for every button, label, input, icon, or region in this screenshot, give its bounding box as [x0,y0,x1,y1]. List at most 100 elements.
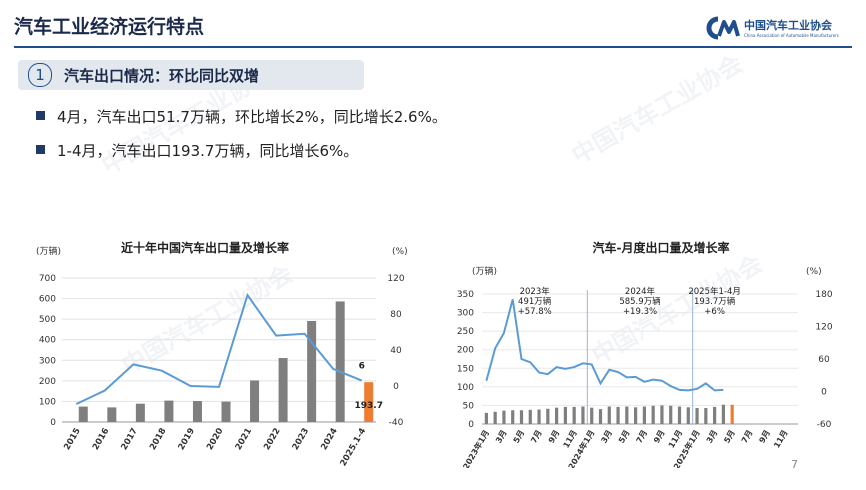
annotation-line: 2025年1-4月 [688,286,741,297]
bar [721,404,725,424]
annotation-line: +57.8% [518,307,552,317]
y-tick-right: -60 [817,420,832,430]
bar [250,380,260,422]
y-tick-left: 700 [39,274,56,284]
section-number: 1 [28,63,52,87]
bar [677,406,682,424]
y-tick-right: 180 [815,290,832,300]
y-tick-left: 300 [39,356,56,366]
bar [528,409,532,424]
bar [364,382,374,422]
x-tick-label: 2019 [177,426,198,452]
monthly-export-chart: 汽车-月度出口量及增长率 (万辆) (%) 0 50 100 150 200 250 300… [457,240,833,468]
x-tick-label: 2025.1-4 [339,426,369,466]
bar [713,406,717,424]
x-tick-label: 11月 [562,429,579,450]
chart-title: 汽车-月度出口量及增长率 [593,240,730,255]
header-divider [14,46,852,48]
x-tick-label: 2024 [319,426,340,452]
bar [581,406,585,424]
x-tick-label: 9月 [757,429,772,445]
x-tick-label: 2018 [148,426,169,452]
y-tick-left: 500 [39,315,56,325]
bar [634,407,638,424]
bar [660,405,664,424]
bar [278,358,288,422]
rate-data-label: 6 [359,362,365,372]
y-tick-left: 400 [39,336,56,346]
page-title: 汽车工业经济运行特点 [14,16,205,38]
bar [563,406,567,424]
y-tick-left: 250 [457,327,474,337]
logo-subtitle: China Association of Automobile Manufact… [744,33,839,38]
y-tick-left: 300 [457,309,474,319]
y-tick-left: 100 [457,383,474,393]
header: 汽车工业经济运行特点 中国汽车工业协会 China Association of… [0,0,866,48]
y-tick-left: 350 [457,290,474,300]
y-tick-right: -40 [389,418,404,428]
annotation-line: +19.3% [623,307,657,317]
bullet-text: 1-4月，汽车出口193.7万辆，同比增长6%。 [57,142,359,160]
x-tick-label: 5月 [512,429,527,445]
x-tick-label: 5月 [722,429,737,445]
bar [730,404,734,424]
bar [307,320,317,422]
x-tick-label: 7月 [740,429,755,445]
section-header: 1 汽车出口情况：环比同比双增 [18,60,364,90]
y-tick-right: 120 [387,274,404,284]
bar [192,401,202,422]
bar [642,406,646,424]
bullet-item: 1-4月，汽车出口193.7万辆，同比增长6%。 [36,140,358,161]
y-tick-right: 60 [818,355,830,365]
bar [546,408,550,424]
x-tick-label: 7月 [635,429,650,445]
bar [651,405,655,424]
bar [598,409,603,424]
watermark: 中国汽车工业协会 [567,49,748,170]
bar [607,406,611,424]
bar-data-label: 193.7 [354,401,382,411]
bar [484,412,488,424]
y-tick-right: 80 [390,310,402,320]
bar [669,405,673,424]
bar [135,403,145,422]
y-tick-left: 150 [457,364,474,374]
x-tick-label: 2023年1月 [461,428,492,468]
x-tick-label: 2016 [91,426,112,452]
x-tick-label: 7月 [529,429,544,445]
y-tick-left: 50 [463,401,475,411]
caam-logo: 中国汽车工业协会 China Association of Automobile… [704,16,854,44]
x-tick-label: 11月 [772,429,789,450]
bullet-text: 4月，汽车出口51.7万辆，环比增长2%，同比增长2.6%。 [57,108,447,126]
logo-name: 中国汽车工业协会 [744,19,832,32]
bar [335,301,345,422]
x-tick-label: 3月 [494,429,509,445]
x-tick-label: 5月 [617,429,632,445]
growth-rate-line [75,292,363,405]
bullet-square-icon [36,145,45,154]
y-tick-right: 0 [393,382,399,392]
left-axis-unit: (万辆) [36,245,61,257]
y-tick-left: 100 [39,397,56,407]
bar [572,406,576,424]
x-tick-label: 11月 [667,429,684,450]
bar [537,409,541,424]
x-tick-label: 3月 [599,429,614,445]
x-tick-label: 3月 [705,429,720,445]
bar [107,407,117,422]
bar [625,406,629,424]
bar [704,408,708,424]
left-axis-unit: (万辆) [472,265,497,277]
annual-export-chart: 近十年中国汽车出口量及增长率 (万辆) (%) 0100200300400500… [36,240,408,466]
y-tick-right: 120 [815,323,832,333]
annotation-line: 2023年 [520,286,551,297]
bar [695,408,699,424]
bullet-item: 4月，汽车出口51.7万辆，环比增长2%，同比增长2.6%。 [36,106,447,127]
section-title: 汽车出口情况：环比同比双增 [64,67,260,85]
bar [555,407,559,424]
bar [519,410,524,424]
x-tick-label: 9月 [547,429,562,445]
x-tick-label: 2021 [234,426,255,452]
annotation-line: 491万辆 [518,296,552,307]
page-number: 7 [791,458,798,471]
